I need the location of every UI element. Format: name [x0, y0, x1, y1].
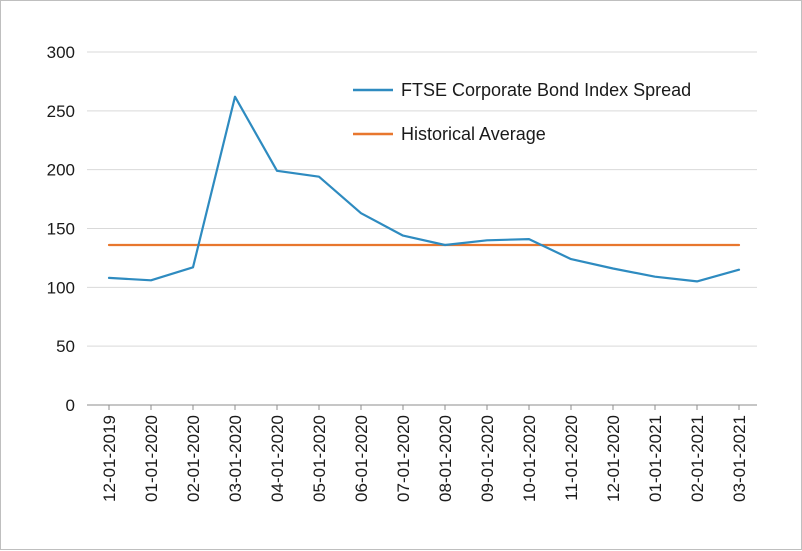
x-tick-label: 02-01-2020	[184, 415, 203, 502]
x-tick-label: 12-01-2020	[604, 415, 623, 502]
y-tick-label: 250	[47, 102, 75, 121]
x-tick-label: 04-01-2020	[268, 415, 287, 502]
x-tick-label: 07-01-2020	[394, 415, 413, 502]
y-tick-label: 100	[47, 278, 75, 297]
x-tick-label: 05-01-2020	[310, 415, 329, 502]
x-tick-label: 10-01-2020	[520, 415, 539, 502]
x-tick-label: 03-01-2020	[226, 415, 245, 502]
x-tick-label: 01-01-2021	[646, 415, 665, 502]
y-tick-label: 200	[47, 161, 75, 180]
series-lines	[107, 95, 741, 283]
x-axis-ticks: 12-01-2019 01-01-2020 02-01-2020 03-01-2020…	[100, 415, 749, 502]
series-line-spread	[107, 95, 741, 283]
x-tick-label: 11-01-2020	[562, 415, 581, 501]
y-axis-ticks: 0 50 100 150 200 250 300	[47, 43, 75, 415]
y-tick-label: 300	[47, 43, 75, 62]
x-tick-label: 09-01-2020	[478, 415, 497, 502]
x-axis	[87, 404, 757, 410]
x-tick-label: 02-01-2021	[688, 415, 707, 502]
y-tick-label: 50	[56, 337, 75, 356]
legend-label-historical-average: Historical Average	[401, 124, 546, 144]
x-tick-label: 01-01-2020	[142, 415, 161, 502]
x-tick-label: 03-01-2021	[730, 415, 749, 502]
gridlines	[87, 51, 757, 347]
legend-label-spread: FTSE Corporate Bond Index Spread	[401, 80, 691, 100]
legend: FTSE Corporate Bond Index Spread Histori…	[353, 80, 691, 144]
y-tick-label: 150	[47, 220, 75, 239]
x-tick-label: 08-01-2020	[436, 415, 455, 502]
y-tick-label: 0	[66, 396, 75, 415]
x-tick-label: 06-01-2020	[352, 415, 371, 502]
x-tick-label: 12-01-2019	[100, 415, 119, 502]
